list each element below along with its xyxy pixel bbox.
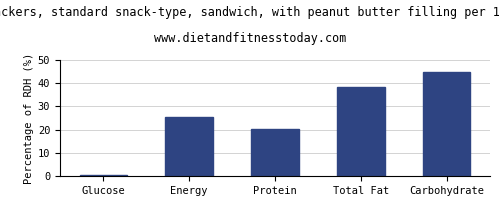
- Bar: [166, 117, 212, 176]
- Bar: [80, 175, 127, 176]
- Y-axis label: Percentage of RDH (%): Percentage of RDH (%): [24, 52, 34, 184]
- Bar: [252, 129, 298, 176]
- Text: ackers, standard snack-type, sandwich, with peanut butter filling per 10: ackers, standard snack-type, sandwich, w…: [0, 6, 500, 19]
- Bar: [338, 87, 384, 176]
- Text: www.dietandfitnesstoday.com: www.dietandfitnesstoday.com: [154, 32, 346, 45]
- Bar: [423, 72, 470, 176]
